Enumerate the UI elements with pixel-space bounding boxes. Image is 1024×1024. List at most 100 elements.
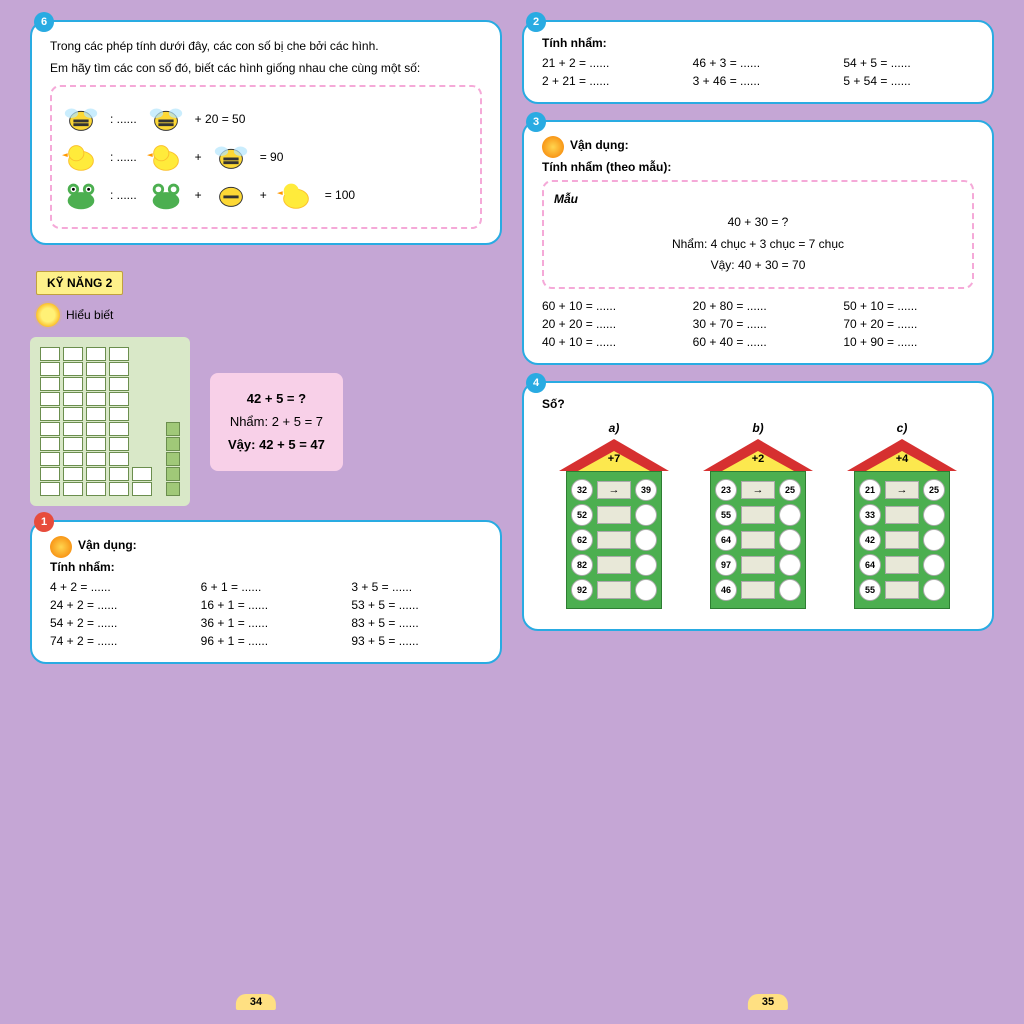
house-cell-right: 25 <box>779 479 801 501</box>
hieu-biet-label: Hiểu biết <box>66 308 113 322</box>
house-cell-right <box>923 554 945 576</box>
house-mid <box>741 531 775 549</box>
ex3-cell: 70 + 20 = ...... <box>843 317 974 331</box>
house-mid <box>597 531 631 549</box>
ex6-r1-left: : ...... <box>110 112 137 126</box>
page-number-right: 35 <box>748 994 788 1010</box>
ex3-mau-box: Mẫu 40 + 30 = ? Nhẩm: 4 chục + 3 chục = … <box>542 180 974 289</box>
house-cell-right <box>923 529 945 551</box>
ex3-m1: 40 + 30 = ? <box>554 212 962 234</box>
house-cell-left: 64 <box>715 529 737 551</box>
house: b)+223→2555649746 <box>703 421 813 609</box>
house-cell-right <box>635 579 657 601</box>
house-cell-left: 32 <box>571 479 593 501</box>
house-row: 55 <box>715 504 801 526</box>
house-cell-right <box>923 504 945 526</box>
ex1-cell: 93 + 5 = ...... <box>351 634 482 648</box>
pink-example-card: 42 + 5 = ? Nhẩm: 2 + 5 = 7 Vậy: 42 + 5 =… <box>210 373 343 471</box>
ex2-title: Tính nhẩm: <box>542 36 974 50</box>
house-mid: → <box>597 481 631 499</box>
house-row: 21→25 <box>859 479 945 501</box>
house-cell-right <box>635 529 657 551</box>
page-number-left: 34 <box>236 994 276 1010</box>
chick-icon <box>147 141 185 173</box>
badge-2: 2 <box>526 12 546 32</box>
ex3-cell: 20 + 20 = ...... <box>542 317 673 331</box>
house-row: 23→25 <box>715 479 801 501</box>
blocks-illustration: 42 + 5 = ? Nhẩm: 2 + 5 = 7 Vậy: 42 + 5 =… <box>30 337 502 506</box>
badge-3: 3 <box>526 112 546 132</box>
ex1-cell: 6 + 1 = ...... <box>201 580 332 594</box>
bee-icon <box>212 141 250 173</box>
badge-1: 1 <box>34 512 54 532</box>
exercise-3: 3 Vận dụng: Tính nhẩm (theo mẫu): Mẫu 40… <box>522 120 994 365</box>
house: c)+421→2533426455 <box>847 421 957 609</box>
ex6-r3-eq: = 100 <box>325 188 355 202</box>
frog-icon <box>147 179 185 211</box>
house-cell-right <box>779 579 801 601</box>
chick-icon <box>277 179 315 211</box>
ex3-cell: 20 + 80 = ...... <box>693 299 824 313</box>
ex6-r1-eq: + 20 = 50 <box>195 112 246 126</box>
ex6-r3-left: : ...... <box>110 188 137 202</box>
house-cell-left: 52 <box>571 504 593 526</box>
ex3-m2: Nhẩm: 4 chục + 3 chục = 7 chục <box>554 234 962 256</box>
bee-icon <box>62 103 100 135</box>
house-cell-left: 42 <box>859 529 881 551</box>
ex1-title: Vận dụng: <box>78 538 137 552</box>
ex2-cell: 3 + 46 = ...... <box>693 74 824 88</box>
house-mid <box>597 506 631 524</box>
house-mid: → <box>741 481 775 499</box>
house-row: 97 <box>715 554 801 576</box>
house-row: 62 <box>571 529 657 551</box>
house-roof: +7 <box>559 439 669 471</box>
house-mid <box>741 556 775 574</box>
house-row: 82 <box>571 554 657 576</box>
badge-4: 4 <box>526 373 546 393</box>
ex6-r2-left: : ...... <box>110 150 137 164</box>
exercise-1: 1 Vận dụng: Tính nhẩm: 4 + 2 = ......6 +… <box>30 520 502 664</box>
house-mid <box>741 506 775 524</box>
house-row: 33 <box>859 504 945 526</box>
house-mid: → <box>885 481 919 499</box>
ex1-cell: 4 + 2 = ...... <box>50 580 181 594</box>
ex2-cell: 5 + 54 = ...... <box>843 74 974 88</box>
exercise-6: 6 Trong các phép tính dưới đây, các con … <box>30 20 502 245</box>
house-cell-right: 25 <box>923 479 945 501</box>
house-mid <box>885 506 919 524</box>
house-mid <box>885 581 919 599</box>
ex2-grid: 21 + 2 = ......46 + 3 = ......54 + 5 = .… <box>542 56 974 88</box>
house-row: 92 <box>571 579 657 601</box>
house-row: 32→39 <box>571 479 657 501</box>
page-spread: 6 Trong các phép tính dưới đây, các con … <box>0 0 1024 1024</box>
house-body: 23→25 55 64 97 46 <box>710 471 806 609</box>
house-cell-left: 64 <box>859 554 881 576</box>
ex1-cell: 53 + 5 = ...... <box>351 598 482 612</box>
ex3-mau: Mẫu <box>554 192 962 206</box>
house-roof: +4 <box>847 439 957 471</box>
house-mid <box>885 556 919 574</box>
house-mid <box>597 556 631 574</box>
exercise-4: 4 Số? a)+732→3952628292b)+223→2555649746… <box>522 381 994 631</box>
house-roof: +2 <box>703 439 813 471</box>
house-cell-right <box>779 504 801 526</box>
ex1-grid: 4 + 2 = ......6 + 1 = ......3 + 5 = ....… <box>50 580 482 648</box>
bee-icon <box>212 179 250 211</box>
ex1-sub: Tính nhẩm: <box>50 560 482 574</box>
ex2-cell: 2 + 21 = ...... <box>542 74 673 88</box>
ex3-m3: Vậy: 40 + 30 = 70 <box>554 255 962 277</box>
ex6-r2-eq: = 90 <box>260 150 284 164</box>
skill-2-tag: KỸ NĂNG 2 <box>36 271 123 295</box>
house-cell-right <box>779 529 801 551</box>
ex3-cell: 30 + 70 = ...... <box>693 317 824 331</box>
page-35: 2 Tính nhẩm: 21 + 2 = ......46 + 3 = ...… <box>512 0 1024 1024</box>
ex4-title: Số? <box>542 397 974 411</box>
ex1-cell: 96 + 1 = ...... <box>201 634 332 648</box>
house-row: 52 <box>571 504 657 526</box>
pink-l1: 42 + 5 = ? <box>247 391 306 406</box>
house-cell-right <box>923 579 945 601</box>
roof-text: +7 <box>594 453 634 465</box>
house-cell-left: 46 <box>715 579 737 601</box>
ex3-cell: 40 + 10 = ...... <box>542 335 673 349</box>
ex1-cell: 24 + 2 = ...... <box>50 598 181 612</box>
